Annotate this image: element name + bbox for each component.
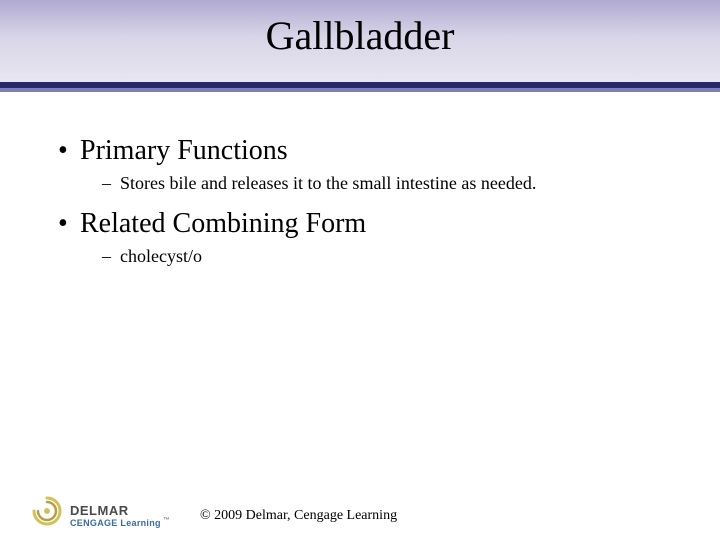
bullet-related-combining-form: Related Combining Form <box>58 208 680 240</box>
bullet-cholecysto: cholecyst/o <box>102 246 680 267</box>
publisher-logo: DELMAR CENGAGE Learning™ <box>30 494 170 528</box>
divider-mid <box>0 88 720 92</box>
logo-cengage-text: CENGAGE Learning™ <box>70 517 170 528</box>
bullet-stores-bile: Stores bile and releases it to the small… <box>102 173 680 194</box>
slide-title: Gallbladder <box>0 12 720 59</box>
logo-swirl-icon <box>30 494 64 528</box>
header-band: Gallbladder <box>0 0 720 92</box>
logo-text: DELMAR CENGAGE Learning™ <box>70 504 170 528</box>
slide-content: Primary Functions Stores bile and releas… <box>58 135 680 281</box>
footer: DELMAR CENGAGE Learning™ © 2009 Delmar, … <box>0 484 720 528</box>
copyright-text: © 2009 Delmar, Cengage Learning <box>200 508 397 524</box>
logo-delmar-text: DELMAR <box>70 504 170 517</box>
bullet-primary-functions: Primary Functions <box>58 135 680 167</box>
